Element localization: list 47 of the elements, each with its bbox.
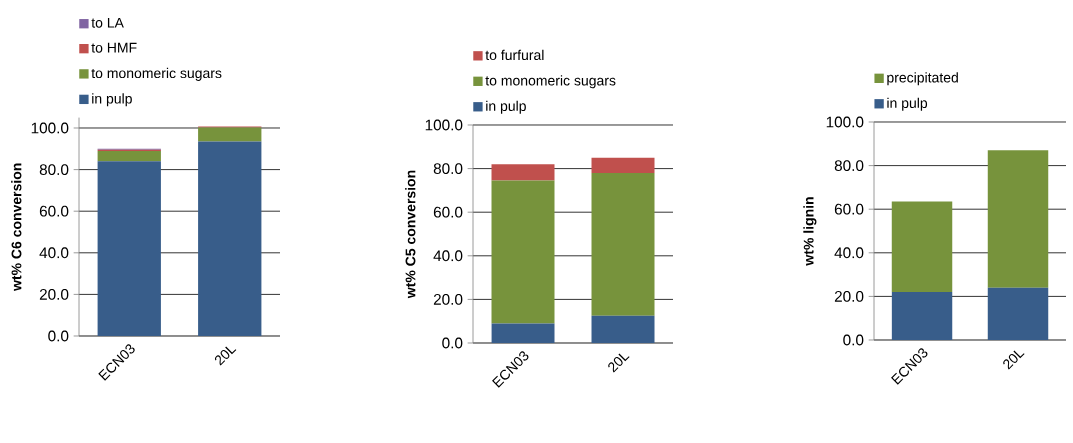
y-tick-label: 60.0	[834, 203, 864, 215]
y-tick-label: 80.0	[433, 163, 463, 175]
legend-label: precipitated	[887, 72, 958, 86]
bar	[591, 172, 655, 316]
y-tick-label: 80.0	[834, 160, 864, 172]
legend-label: to furfural	[485, 49, 544, 61]
y-tick-label: 60.0	[39, 205, 69, 217]
bar	[491, 180, 555, 324]
legend-label: to monomeric sugars	[485, 75, 616, 89]
y-tick-label: 40.0	[39, 247, 69, 259]
y-tick-label: 20.0	[433, 293, 463, 305]
bar	[491, 323, 555, 343]
bar	[891, 292, 953, 340]
x-tick-label: 20L	[608, 353, 630, 373]
bar	[198, 127, 262, 142]
bar	[591, 315, 655, 343]
legend-label: to monomeric sugars	[91, 67, 222, 81]
y-tick-label: 0.0	[843, 334, 864, 346]
y-tick-label: 0.0	[442, 337, 463, 349]
x-tick-label: 20L	[1003, 350, 1025, 370]
x-tick-label: 20L	[214, 346, 237, 366]
bar	[987, 150, 1049, 288]
bar	[97, 150, 161, 162]
legend-label: in pulp	[887, 97, 928, 111]
bar	[891, 201, 953, 293]
y-tick-label: 80.0	[39, 164, 69, 176]
bar	[97, 161, 161, 336]
y-tick-label: 20.0	[834, 290, 864, 302]
legend-label: in pulp	[92, 93, 132, 107]
bar	[491, 164, 555, 181]
y-tick-label: 0.0	[48, 330, 69, 342]
legend-label: to HMF	[91, 42, 137, 53]
y-tick-label: 100.0	[31, 122, 69, 134]
y-axis-title: wt% C5 conversion	[405, 170, 416, 299]
y-axis-title: wt% C6 conversion	[11, 163, 22, 292]
y-tick-label: 20.0	[39, 288, 69, 300]
bar	[198, 141, 262, 336]
y-tick-label: 60.0	[433, 206, 463, 218]
y-tick-label: 100.0	[425, 119, 463, 131]
bar	[591, 157, 655, 173]
y-tick-label: 40.0	[433, 250, 463, 262]
y-tick-label: 100.0	[826, 116, 864, 128]
legend-label: to LA	[91, 17, 124, 28]
y-axis-title: wt% lignin	[803, 197, 817, 266]
bar	[987, 287, 1049, 340]
legend-label: in pulp	[486, 100, 526, 114]
y-tick-label: 40.0	[834, 247, 864, 259]
